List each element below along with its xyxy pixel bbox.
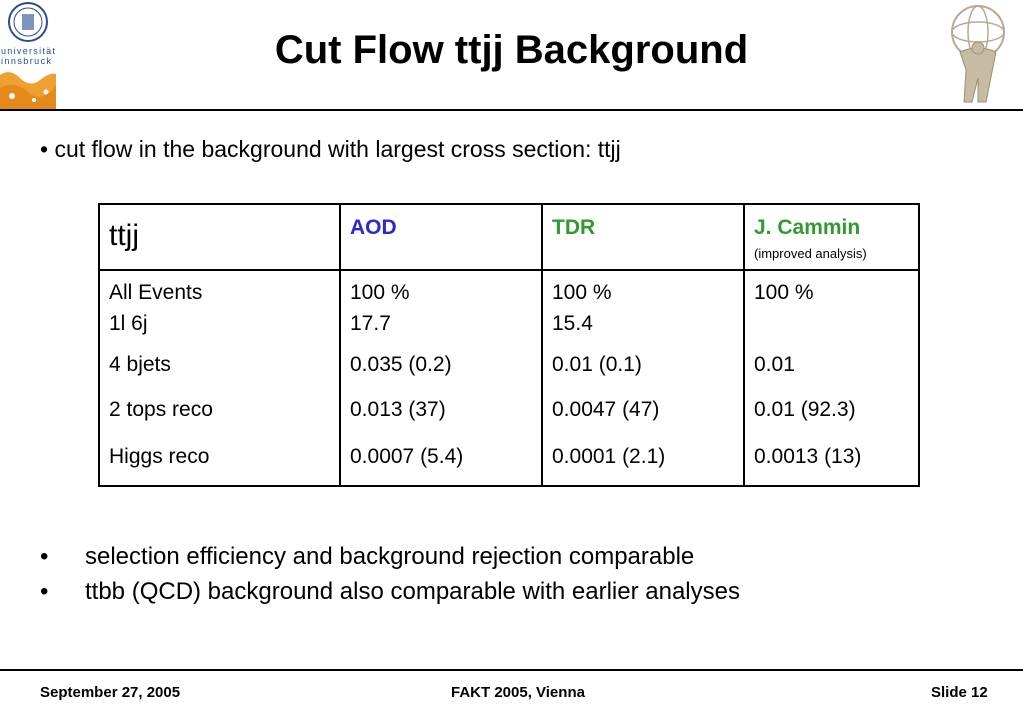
- header-label: AOD: [350, 216, 397, 239]
- table-row: 2 tops reco 0.013 (37) 0.0047 (47) 0.01 …: [99, 394, 919, 441]
- header-label: TDR: [552, 216, 596, 239]
- table-cell: All Events: [109, 281, 203, 304]
- table-row: 1l 6j 17.7 15.4: [99, 312, 919, 353]
- list-item: • ttbb (QCD) background also comparable …: [40, 578, 740, 613]
- table-cell: 0.0047 (47): [541, 394, 744, 441]
- header-sublabel: (improved analysis): [754, 246, 867, 261]
- table-cell: 100 %: [541, 270, 744, 312]
- table-cell: 0.01 (92.3): [743, 394, 919, 441]
- header-label: ttjj: [109, 219, 139, 252]
- table-cell: Higgs reco: [109, 445, 210, 468]
- footer-divider: [0, 669, 1023, 671]
- header-cell-tdr: TDR: [541, 204, 744, 271]
- cut-flow-table: ttjj AOD TDR J. Cammin (improved analysis…: [98, 203, 920, 487]
- header-cell-cammin: J. Cammin (improved analysis): [743, 204, 919, 271]
- table-row: All Events 100 % 100 % 100 %: [99, 270, 919, 312]
- table-header-row: ttjj AOD TDR J. Cammin (improved analysis…: [99, 204, 919, 271]
- table-cell: 0.0007 (5.4): [339, 441, 542, 486]
- table-cell: 0.013 (37): [339, 394, 542, 441]
- table-cell: 0.01 (0.1): [541, 353, 744, 394]
- table-cell: 4 bjets: [109, 353, 171, 376]
- header-cell-ttjj: ttjj: [99, 204, 340, 271]
- logo-text-1: universität: [1, 46, 55, 56]
- table-cell: 1l 6j: [109, 312, 148, 335]
- table-row: 4 bjets 0.035 (0.2) 0.01 (0.1) 0.01: [99, 353, 919, 394]
- summary-bullets: • selection efficiency and background re…: [40, 543, 740, 613]
- table-cell: 100 %: [743, 270, 919, 312]
- footer-date: September 27, 2005: [40, 684, 181, 701]
- slide-title: Cut Flow ttjj Background: [274, 28, 749, 72]
- header-cell-aod: AOD: [339, 204, 542, 271]
- table-cell: 0.0001 (2.1): [541, 441, 744, 486]
- table-cell: 0.0013 (13): [743, 441, 919, 486]
- bullet-text: selection efficiency and background reje…: [85, 543, 695, 570]
- bullet-text: ttbb (QCD) background also comparable wi…: [85, 578, 740, 605]
- table-cell: [743, 312, 919, 353]
- list-item: • selection efficiency and background re…: [40, 543, 740, 578]
- title-divider: [0, 109, 1023, 111]
- footer-slide-number: Slide 12: [931, 684, 988, 701]
- table-cell: 0.035 (0.2): [339, 353, 542, 394]
- intro-bullet: • cut flow in the background with larges…: [40, 136, 621, 162]
- table-cell: 2 tops reco: [109, 398, 213, 421]
- bullet-symbol: •: [40, 578, 49, 605]
- logo-text-2: innsbruck: [1, 56, 52, 66]
- table-cell: 0.01: [743, 353, 919, 394]
- atlas-logo: [938, 2, 1020, 106]
- footer-event: FAKT 2005, Vienna: [451, 684, 585, 701]
- table-cell: 15.4: [541, 312, 744, 353]
- university-logo: universität innsbruck: [0, 0, 56, 110]
- table-cell: 17.7: [339, 312, 542, 353]
- bullet-symbol: •: [40, 543, 49, 570]
- header-label: J. Cammin: [754, 216, 861, 239]
- table-cell: 100 %: [339, 270, 542, 312]
- table-row: Higgs reco 0.0007 (5.4) 0.0001 (2.1) 0.0…: [99, 441, 919, 486]
